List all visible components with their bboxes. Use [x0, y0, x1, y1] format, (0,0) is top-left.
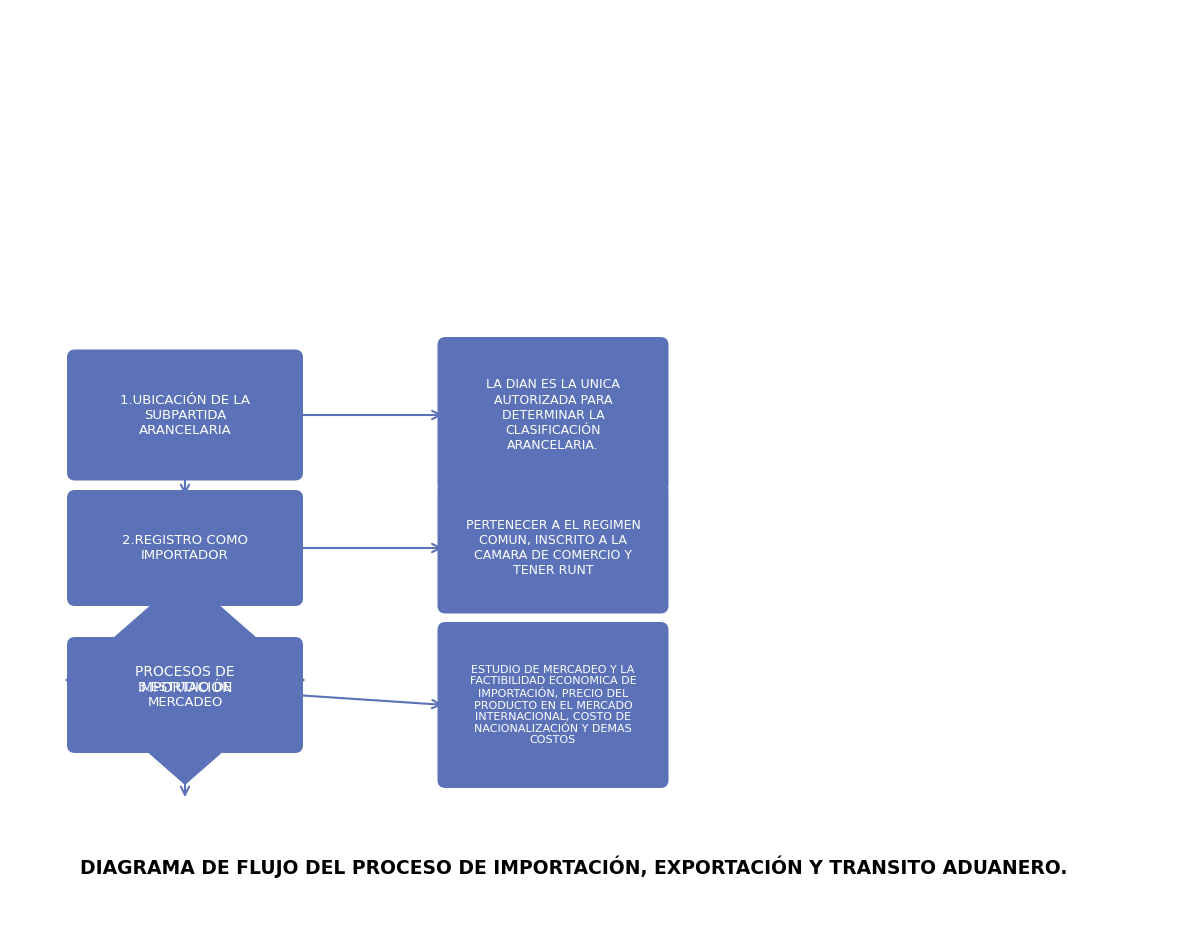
FancyBboxPatch shape [67, 349, 302, 480]
Polygon shape [65, 575, 305, 785]
Text: DIAGRAMA DE FLUJO DEL PROCESO DE IMPORTACIÓN, EXPORTACIÓN Y TRANSITO ADUANERO.: DIAGRAMA DE FLUJO DEL PROCESO DE IMPORTA… [80, 855, 1067, 878]
Text: LA DIAN ES LA UNICA
AUTORIZADA PARA
DETERMINAR LA
CLASIFICACIÓN
ARANCELARIA.: LA DIAN ES LA UNICA AUTORIZADA PARA DETE… [486, 378, 620, 451]
Text: 3.ESTUDIO DE
MERCADEO: 3.ESTUDIO DE MERCADEO [138, 681, 232, 709]
FancyBboxPatch shape [67, 637, 302, 753]
Text: PERTENECER A EL REGIMEN
COMUN, INSCRITO A LA
CAMARA DE COMERCIO Y
TENER RUNT: PERTENECER A EL REGIMEN COMUN, INSCRITO … [466, 519, 641, 577]
FancyBboxPatch shape [438, 622, 668, 788]
FancyBboxPatch shape [438, 337, 668, 493]
Text: PROCESOS DE
IMPORTACIÓN: PROCESOS DE IMPORTACIÓN [136, 665, 235, 695]
FancyBboxPatch shape [438, 482, 668, 614]
Text: ESTUDIO DE MERCADEO Y LA
FACTIBILIDAD ECONOMICA DE
IMPORTACIÓN, PRECIO DEL
PRODU: ESTUDIO DE MERCADEO Y LA FACTIBILIDAD EC… [469, 665, 636, 745]
FancyBboxPatch shape [67, 490, 302, 606]
Text: 1.UBICACIÓN DE LA
SUBPARTIDA
ARANCELARIA: 1.UBICACIÓN DE LA SUBPARTIDA ARANCELARIA [120, 393, 250, 437]
Text: 2.REGISTRO COMO
IMPORTADOR: 2.REGISTRO COMO IMPORTADOR [122, 534, 248, 562]
